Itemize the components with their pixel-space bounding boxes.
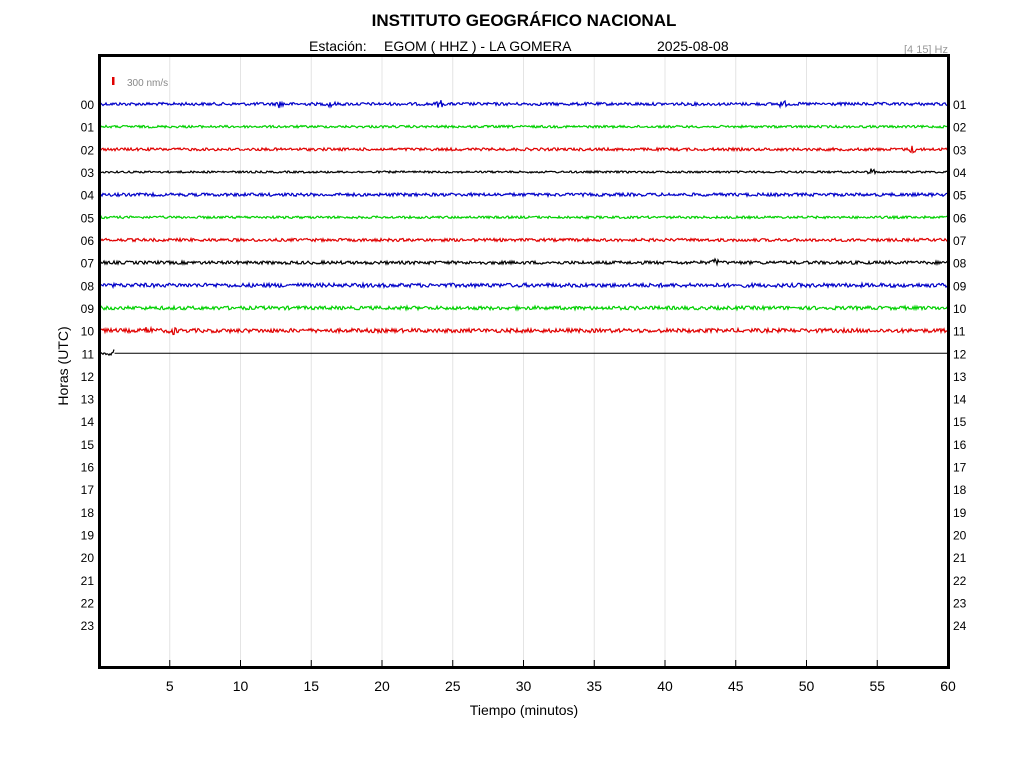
- hour-label-left: 05: [81, 211, 95, 225]
- trace-hour-00: [98, 99, 949, 109]
- hour-label-left: 12: [81, 370, 95, 384]
- hour-label-left: 07: [81, 257, 95, 271]
- hour-label-left: 22: [81, 597, 95, 611]
- grid-lines: [169, 55, 949, 667]
- hour-label-right: 16: [953, 438, 967, 452]
- scale-label: 300 nm/s: [127, 78, 168, 89]
- hour-label-right: 03: [953, 143, 967, 157]
- hour-label-right: 04: [953, 166, 967, 180]
- hour-label-right: 08: [953, 257, 967, 271]
- trace-hour-09: [98, 304, 949, 312]
- x-tick-label: 10: [233, 678, 249, 694]
- hour-label-right: 20: [953, 529, 967, 543]
- hour-label-right: 12: [953, 347, 967, 361]
- hour-label-left: 02: [81, 143, 95, 157]
- hour-label-left: 06: [81, 234, 95, 248]
- x-tick-label: 55: [869, 678, 885, 694]
- hour-label-right: 23: [953, 597, 967, 611]
- hour-label-right: 19: [953, 506, 967, 520]
- x-tick-label: 35: [586, 678, 602, 694]
- hour-label-left: 13: [81, 393, 95, 407]
- hour-label-left: 00: [81, 98, 95, 112]
- hour-label-right: 02: [953, 121, 967, 135]
- trace-hour-10: [98, 325, 949, 336]
- hour-label-right: 07: [953, 234, 967, 248]
- trace-hour-07: [98, 257, 948, 267]
- axis-labels: 5 10 15 20 25 30 35 40 45 50 55 60 00 01 01 02 02 03 03 04 0…: [81, 98, 967, 694]
- hour-label-right: 22: [953, 574, 967, 588]
- hour-label-left: 01: [81, 121, 95, 135]
- x-axis-label: Tiempo (minutos): [470, 702, 578, 718]
- hour-label-right: 09: [953, 279, 967, 293]
- hour-label-left: 03: [81, 166, 95, 180]
- x-tick-label: 60: [940, 678, 956, 694]
- hour-label-right: 11: [953, 325, 966, 339]
- station-name: EGOM ( HHZ ) - LA GOMERA: [384, 38, 572, 54]
- hour-label-left: 18: [81, 506, 95, 520]
- chart-title: INSTITUTO GEOGRÁFICO NACIONAL: [372, 11, 677, 30]
- hour-label-right: 17: [953, 461, 967, 475]
- hour-label-left: 16: [81, 461, 95, 475]
- hour-label-right: 13: [953, 370, 967, 384]
- x-tick-label: 5: [166, 678, 174, 694]
- hour-label-left: 20: [81, 551, 95, 565]
- station-label: Estación:: [309, 38, 367, 54]
- seismic-traces: [98, 99, 949, 357]
- x-tick-label: 50: [799, 678, 815, 694]
- trace-hour-03: [98, 168, 949, 176]
- trace-hour-05: [98, 214, 949, 220]
- hour-label-left: 10: [81, 325, 95, 339]
- trace-hour-11: [98, 349, 115, 357]
- hour-label-left: 08: [81, 279, 95, 293]
- x-tick-label: 45: [728, 678, 744, 694]
- filter-label: [4 15] Hz: [904, 44, 948, 56]
- hour-label-left: 11: [82, 347, 95, 361]
- hour-label-left: 15: [81, 438, 95, 452]
- hour-label-right: 24: [953, 619, 967, 633]
- hour-label-left: 19: [81, 529, 95, 543]
- scale-bar: [112, 77, 115, 85]
- hour-label-right: 15: [953, 415, 967, 429]
- hour-label-right: 06: [953, 211, 967, 225]
- trace-hour-01: [98, 124, 948, 130]
- hour-label-left: 09: [81, 302, 95, 316]
- hour-label-left: 04: [81, 189, 95, 203]
- trace-hour-02: [99, 145, 949, 154]
- date-label: 2025-08-08: [657, 38, 729, 54]
- hour-label-right: 05: [953, 189, 967, 203]
- y-axis-label: Horas (UTC): [55, 326, 71, 405]
- hour-label-left: 14: [81, 415, 95, 429]
- hour-label-right: 10: [953, 302, 967, 316]
- hour-label-left: 23: [81, 619, 95, 633]
- x-tick-label: 15: [303, 678, 319, 694]
- hour-label-right: 14: [953, 393, 967, 407]
- x-tick-label: 20: [374, 678, 390, 694]
- plot-frame: [98, 54, 950, 669]
- trace-hour-04: [98, 191, 949, 198]
- hour-label-right: 01: [953, 98, 967, 112]
- hour-label-right: 21: [953, 551, 967, 565]
- trace-hour-08: [98, 281, 949, 290]
- trace-hour-06: [98, 236, 949, 244]
- x-tick-label: 25: [445, 678, 461, 694]
- x-tick-label: 40: [657, 678, 673, 694]
- hour-label-left: 17: [81, 483, 95, 497]
- hour-label-left: 21: [81, 574, 95, 588]
- x-tick-label: 30: [516, 678, 532, 694]
- hour-label-right: 18: [953, 483, 967, 497]
